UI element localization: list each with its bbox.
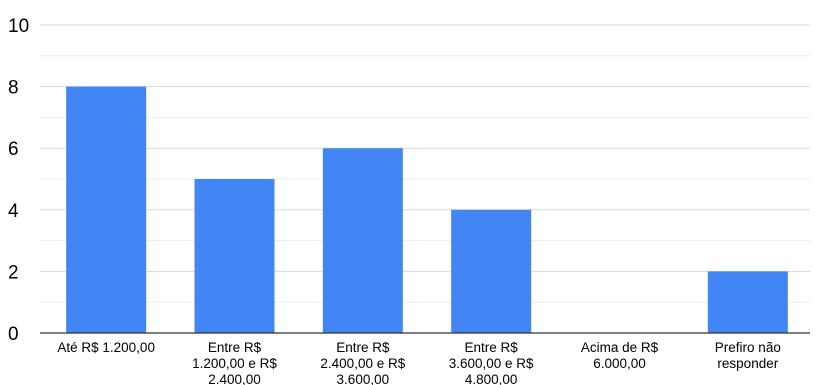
x-tick-label-line: responder [717, 356, 778, 371]
bar [451, 209, 532, 333]
x-tick-label: Entre R$ 3.600,00 e R$ 4.800,00 [449, 340, 534, 385]
bar [66, 86, 147, 333]
y-tick-label: 4 [8, 201, 19, 222]
x-tick-label-line: Acima de R$ [581, 340, 659, 355]
x-tick-label-line: 2.400,00 e R$ [320, 356, 405, 371]
bar [194, 179, 275, 333]
x-tick-label: Até R$ 1.200,00 [57, 340, 155, 355]
x-tick-label-line: Prefiro não [715, 340, 781, 355]
x-tick-label-line: Entre R$ [336, 340, 390, 355]
x-tick-label-line: Entre R$ [465, 340, 519, 355]
x-tick-label-line: 4.800,00 [465, 372, 518, 385]
y-tick-label: 2 [8, 262, 19, 283]
x-tick-label-line: Entre R$ [208, 340, 262, 355]
x-tick-label-line: 3.600,00 [337, 372, 390, 385]
x-tick-label: Entre R$ 2.400,00 e R$ 3.600,00 [320, 340, 405, 385]
x-tick-label-line: 6.000,00 [593, 356, 646, 371]
bar [707, 271, 788, 333]
y-tick-label: 8 [8, 78, 19, 99]
bar [322, 148, 403, 333]
y-axis-tick-labels: 0 2 4 6 8 10 [8, 16, 29, 345]
x-tick-label: Acima de R$ 6.000,00 [581, 340, 659, 371]
x-axis-tick-labels: Até R$ 1.200,00 Entre R$ 1.200,00 e R$ 2.40… [57, 340, 780, 385]
y-tick-label: 6 [8, 139, 19, 160]
bars [66, 86, 788, 333]
y-tick-label: 0 [8, 324, 19, 345]
x-tick-label-line: Até R$ 1.200,00 [57, 340, 155, 355]
x-tick-label-line: 1.200,00 e R$ [192, 356, 277, 371]
y-tick-label: 10 [8, 16, 29, 37]
gridlines [40, 24, 810, 303]
x-tick-label: Prefiro não responder [715, 340, 781, 371]
x-tick-label-line: 2.400,00 [208, 372, 261, 385]
x-tick-label-line: 3.600,00 e R$ [449, 356, 534, 371]
x-tick-label: Entre R$ 1.200,00 e R$ 2.400,00 [192, 340, 277, 385]
